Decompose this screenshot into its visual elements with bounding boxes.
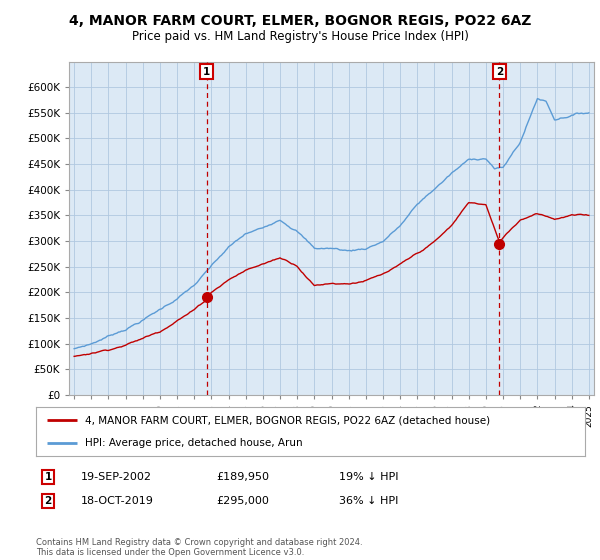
Text: 4, MANOR FARM COURT, ELMER, BOGNOR REGIS, PO22 6AZ (detached house): 4, MANOR FARM COURT, ELMER, BOGNOR REGIS…	[85, 416, 491, 426]
Text: 1: 1	[44, 472, 52, 482]
Text: HPI: Average price, detached house, Arun: HPI: Average price, detached house, Arun	[85, 437, 303, 447]
Text: £189,950: £189,950	[216, 472, 269, 482]
Text: 19-SEP-2002: 19-SEP-2002	[81, 472, 152, 482]
Text: Contains HM Land Registry data © Crown copyright and database right 2024.
This d: Contains HM Land Registry data © Crown c…	[36, 538, 362, 557]
Text: 19% ↓ HPI: 19% ↓ HPI	[339, 472, 398, 482]
Text: 2: 2	[44, 496, 52, 506]
Text: Price paid vs. HM Land Registry's House Price Index (HPI): Price paid vs. HM Land Registry's House …	[131, 30, 469, 43]
Text: 4, MANOR FARM COURT, ELMER, BOGNOR REGIS, PO22 6AZ: 4, MANOR FARM COURT, ELMER, BOGNOR REGIS…	[69, 14, 531, 28]
Text: 36% ↓ HPI: 36% ↓ HPI	[339, 496, 398, 506]
Text: 18-OCT-2019: 18-OCT-2019	[81, 496, 154, 506]
Text: 1: 1	[203, 67, 210, 77]
Text: 2: 2	[496, 67, 503, 77]
Text: £295,000: £295,000	[216, 496, 269, 506]
